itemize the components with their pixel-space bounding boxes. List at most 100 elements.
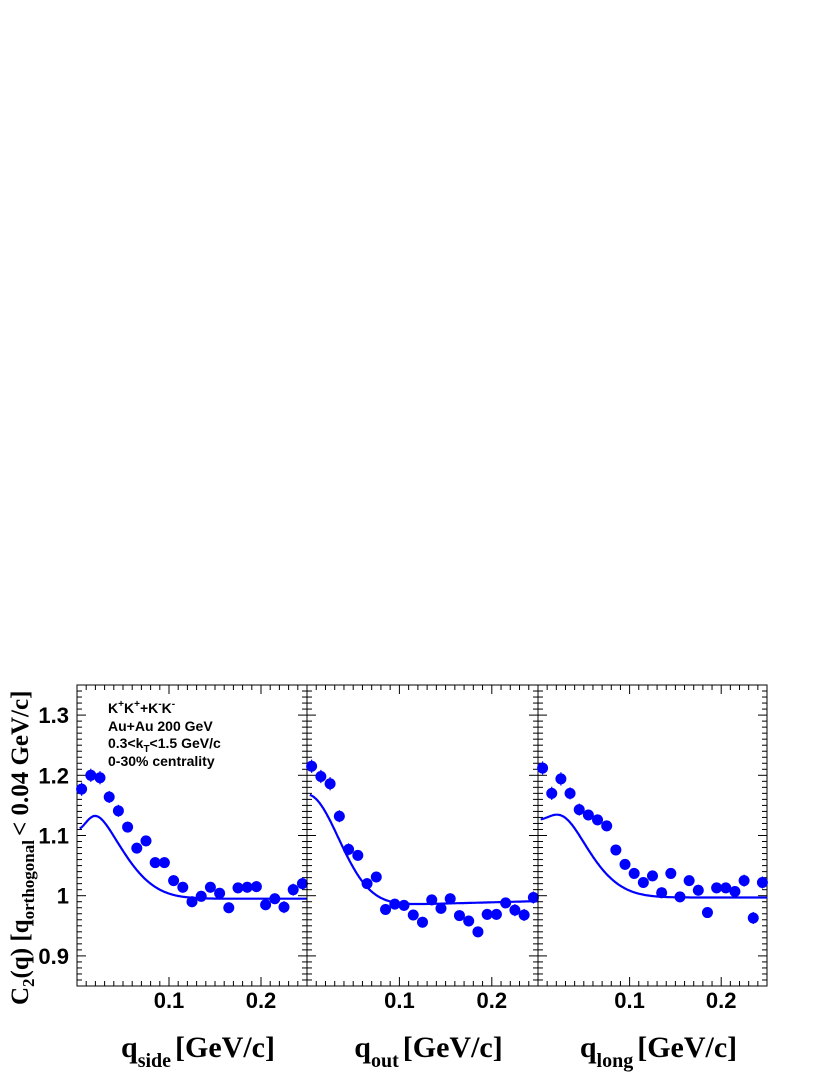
data-point xyxy=(370,871,382,883)
data-point xyxy=(324,778,336,790)
data-point xyxy=(140,835,152,847)
data-point xyxy=(214,887,226,899)
plot-frame xyxy=(537,684,768,987)
data-point xyxy=(527,892,539,904)
data-point xyxy=(204,881,216,893)
plot-frame xyxy=(306,684,539,987)
data-point xyxy=(683,875,695,887)
data-point xyxy=(720,882,732,894)
y-tick-label: 1.2 xyxy=(38,763,69,788)
fit-curve xyxy=(79,814,307,900)
x-tick-label: 0.2 xyxy=(246,988,277,1013)
data-point xyxy=(628,867,640,879)
data-point xyxy=(296,878,308,890)
x-tick-label: 0.2 xyxy=(706,988,737,1013)
data-point xyxy=(573,804,585,816)
data-point xyxy=(361,878,373,890)
annotation-line-2: Au+Au 200 GeV xyxy=(108,718,213,734)
data-point xyxy=(278,901,290,913)
data-point xyxy=(250,881,262,893)
data-point xyxy=(168,875,180,887)
data-point xyxy=(380,904,392,916)
data-point xyxy=(500,897,512,909)
data-point xyxy=(692,884,704,896)
y-tick-label: 0.9 xyxy=(38,944,69,969)
data-point xyxy=(269,893,281,905)
data-point xyxy=(158,857,170,869)
data-point xyxy=(223,902,235,914)
data-point xyxy=(729,885,741,897)
data-point xyxy=(738,875,750,887)
data-point xyxy=(674,891,686,903)
data-point xyxy=(546,787,558,799)
data-point xyxy=(701,907,713,919)
panel-qlong: 0.1 0.2 qlong [GeV/c] xyxy=(537,684,768,1072)
data-point xyxy=(407,909,419,921)
data-point xyxy=(352,849,364,861)
data-point xyxy=(711,882,723,894)
data-point xyxy=(241,881,253,893)
data-point xyxy=(472,926,484,938)
y-tick-label: 1.3 xyxy=(38,703,69,728)
data-point xyxy=(518,909,530,921)
data-point xyxy=(343,843,355,855)
data-point xyxy=(592,814,604,826)
data-point xyxy=(509,904,521,916)
fit-curve xyxy=(540,813,767,899)
annotation-line-1: K+K++K-K- xyxy=(108,699,175,716)
data-point xyxy=(195,890,207,902)
data-point xyxy=(610,844,622,856)
data-point xyxy=(417,916,428,928)
data-point xyxy=(537,762,549,774)
fit-curve xyxy=(309,793,538,906)
data-point xyxy=(315,771,327,783)
x-tick-label: 0.1 xyxy=(154,988,185,1013)
annotation-block: K+K++K-K- Au+Au 200 GeV 0.3<kT<1.5 GeV/c… xyxy=(108,699,221,769)
data-point xyxy=(656,887,668,899)
data-point xyxy=(637,876,649,888)
data-point xyxy=(619,858,631,870)
data-point xyxy=(112,805,124,817)
data-point xyxy=(94,772,106,784)
x-tick-label: 0.1 xyxy=(614,988,645,1013)
data-point xyxy=(287,884,299,896)
data-point xyxy=(463,915,475,927)
data-point xyxy=(103,791,115,803)
data-point xyxy=(85,769,97,781)
data-point xyxy=(582,809,594,821)
x-axis-title: qside [GeV/c] xyxy=(121,1031,275,1072)
data-point xyxy=(398,899,410,911)
panel-qside: 0.1 0.2 0.9 1 1.1 1.2 1.3 qside [GeV/c] xyxy=(38,684,308,1072)
x-tick-label: 0.1 xyxy=(384,988,415,1013)
data-point xyxy=(601,820,613,832)
data-point xyxy=(435,902,447,914)
x-axis-title: qout [GeV/c] xyxy=(354,1031,502,1072)
x-axis-title: qlong [GeV/c] xyxy=(580,1031,737,1072)
data-point xyxy=(76,783,88,795)
data-point xyxy=(665,867,677,879)
data-point xyxy=(333,810,345,822)
data-point xyxy=(177,881,189,893)
y-axis-label: C2(q) [qorthogonal< 0.04 GeV/c] xyxy=(7,691,38,1005)
data-point xyxy=(555,773,567,785)
data-point xyxy=(453,910,465,922)
data-point xyxy=(747,912,759,924)
data-point xyxy=(564,787,576,799)
data-point xyxy=(444,893,456,905)
annotation-line-4: 0-30% centrality xyxy=(108,753,215,769)
y-tick-label: 1 xyxy=(57,884,69,909)
data-point xyxy=(149,857,161,869)
data-point xyxy=(122,821,134,833)
y-tick-label: 1.1 xyxy=(38,824,69,849)
x-tick-label: 0.2 xyxy=(477,988,508,1013)
data-point xyxy=(306,760,318,772)
data-point xyxy=(756,876,768,888)
annotation-line-3: 0.3<kT<1.5 GeV/c xyxy=(108,735,221,755)
data-point xyxy=(426,894,438,906)
data-point xyxy=(260,899,272,911)
data-point xyxy=(490,908,502,920)
panel-qout: 0.1 0.2 qout [GeV/c] xyxy=(306,684,539,1072)
data-point xyxy=(232,882,244,894)
data-point xyxy=(131,842,143,854)
